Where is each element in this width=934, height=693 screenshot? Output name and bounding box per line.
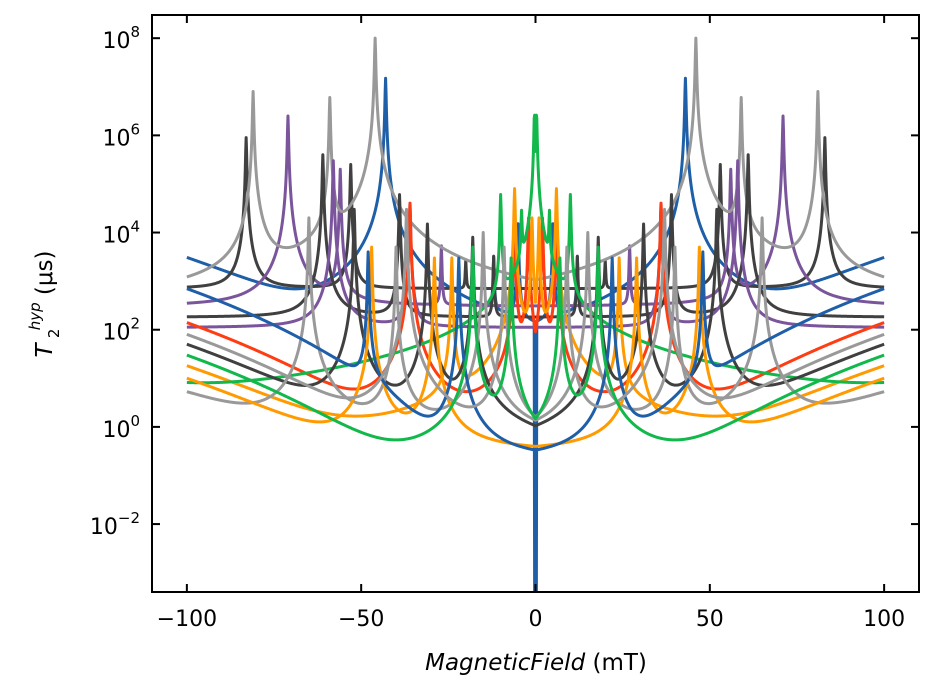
y-tick-label-5: 108 <box>102 23 140 54</box>
y-tick-label-2: 102 <box>102 315 140 346</box>
y-axis-title: T 2 hyp (μs) <box>20 250 65 357</box>
series-line-13 <box>185 250 886 452</box>
series-layer <box>185 36 886 592</box>
series-line-3 <box>185 114 886 308</box>
series-line-9 <box>185 113 886 385</box>
x-axis-title-unit: (mT) <box>593 650 647 676</box>
y-tick-label-0: 10−2 <box>90 509 140 540</box>
series-line-7 <box>185 201 886 394</box>
y-axis-title-symbol: T <box>32 342 58 358</box>
tick-layer <box>152 15 919 592</box>
series-line-15 <box>185 245 886 442</box>
series-line-1 <box>185 76 886 592</box>
y-tick-label-3: 104 <box>102 218 140 249</box>
y-tick-label-1: 100 <box>102 412 140 443</box>
x-tick-label-4: 100 <box>863 607 905 632</box>
series-line-8 <box>185 187 886 418</box>
y-tick-label-4: 106 <box>102 120 140 151</box>
series-line-12 <box>185 245 886 448</box>
x-tick-label-0: −100 <box>157 607 217 632</box>
x-tick-label-2: 0 <box>529 607 543 632</box>
y-axis-title-unit: (μs) <box>32 250 58 295</box>
x-tick-label-3: 50 <box>696 607 724 632</box>
y-axis-title-subscript: 2 <box>45 329 63 339</box>
series-line-4 <box>185 36 886 282</box>
series-line-11 <box>185 216 886 422</box>
x-tick-label-1: −50 <box>338 607 384 632</box>
series-line-10 <box>185 207 886 428</box>
x-axis-title-text: MagneticField <box>425 650 585 676</box>
x-axis-title: MagneticField (mT) <box>425 650 647 676</box>
y-axis-title-superscript: hyp <box>26 302 44 330</box>
label-layer: −100 −50 0 50 100 10−2 100 102 104 106 108 <box>90 23 905 632</box>
series-line-5 <box>185 153 886 319</box>
